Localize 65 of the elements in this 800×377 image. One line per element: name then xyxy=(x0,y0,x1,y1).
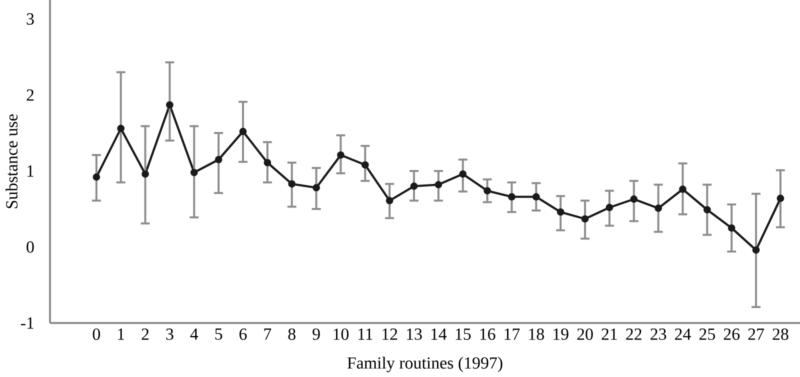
x-tick-label: 21 xyxy=(602,328,617,340)
point xyxy=(166,101,174,109)
x-tick-label: 20 xyxy=(577,328,593,340)
y-axis-title: Substance use xyxy=(6,114,18,208)
point xyxy=(190,168,198,176)
x-tick-label: 5 xyxy=(215,328,222,340)
x-tick-label: 24 xyxy=(675,328,691,340)
point xyxy=(532,193,540,201)
x-tick-label: 6 xyxy=(240,328,247,340)
point xyxy=(117,124,125,132)
point xyxy=(654,204,662,212)
point xyxy=(214,156,222,164)
point xyxy=(264,158,272,166)
point xyxy=(606,204,614,212)
x-tick-label: 2 xyxy=(142,328,149,340)
x-tick-label: 10 xyxy=(334,328,349,340)
point xyxy=(312,184,320,192)
point xyxy=(239,128,247,136)
point xyxy=(581,215,589,223)
point xyxy=(386,196,394,204)
point xyxy=(142,170,149,178)
x-tick-label: 15 xyxy=(456,328,471,340)
point xyxy=(508,193,516,201)
point xyxy=(630,195,638,203)
point xyxy=(679,186,686,193)
point xyxy=(776,194,784,202)
point xyxy=(337,151,344,159)
x-tick-label: 3 xyxy=(166,328,174,340)
x-tick-label: 16 xyxy=(480,328,496,340)
point xyxy=(728,224,736,232)
point xyxy=(703,206,711,214)
y-tick-label: 1 xyxy=(27,165,34,177)
y-tick-label: 0 xyxy=(26,241,34,253)
x-tick-label: 13 xyxy=(407,328,422,340)
x-tick-label: 1 xyxy=(118,328,124,340)
x-tick-label: 18 xyxy=(529,328,544,340)
x-tick-label: 0 xyxy=(92,328,100,340)
point xyxy=(361,161,369,169)
x-tick-label: 23 xyxy=(650,328,666,340)
point xyxy=(410,182,418,190)
x-tick-label: 27 xyxy=(748,328,764,340)
point xyxy=(434,180,442,188)
x-tick-label: 25 xyxy=(699,328,715,340)
point xyxy=(752,246,760,254)
x-tick-label: 11 xyxy=(358,328,372,340)
point xyxy=(484,187,491,194)
x-tick-label: 22 xyxy=(626,328,642,340)
point xyxy=(556,208,564,216)
y-tick-label: -1 xyxy=(21,317,34,329)
x-tick-label: 14 xyxy=(431,328,447,340)
point xyxy=(459,170,467,178)
x-tick-label: 26 xyxy=(724,328,740,340)
x-tick-label: 4 xyxy=(190,328,198,340)
x-tick-label: 9 xyxy=(312,328,320,340)
x-tick-label: 19 xyxy=(554,328,568,340)
point xyxy=(92,173,100,181)
x-tick-label: 7 xyxy=(264,328,272,340)
y-tick-label: 2 xyxy=(26,89,34,101)
point xyxy=(288,180,296,188)
x-tick-label: 8 xyxy=(288,328,296,340)
x-tick-label: 28 xyxy=(772,328,788,340)
x-axis-title: Family routines (1997) xyxy=(347,356,502,372)
x-tick-label: 17 xyxy=(504,328,520,340)
x-tick-label: 12 xyxy=(382,328,398,340)
y-tick-label: 3 xyxy=(26,13,34,25)
